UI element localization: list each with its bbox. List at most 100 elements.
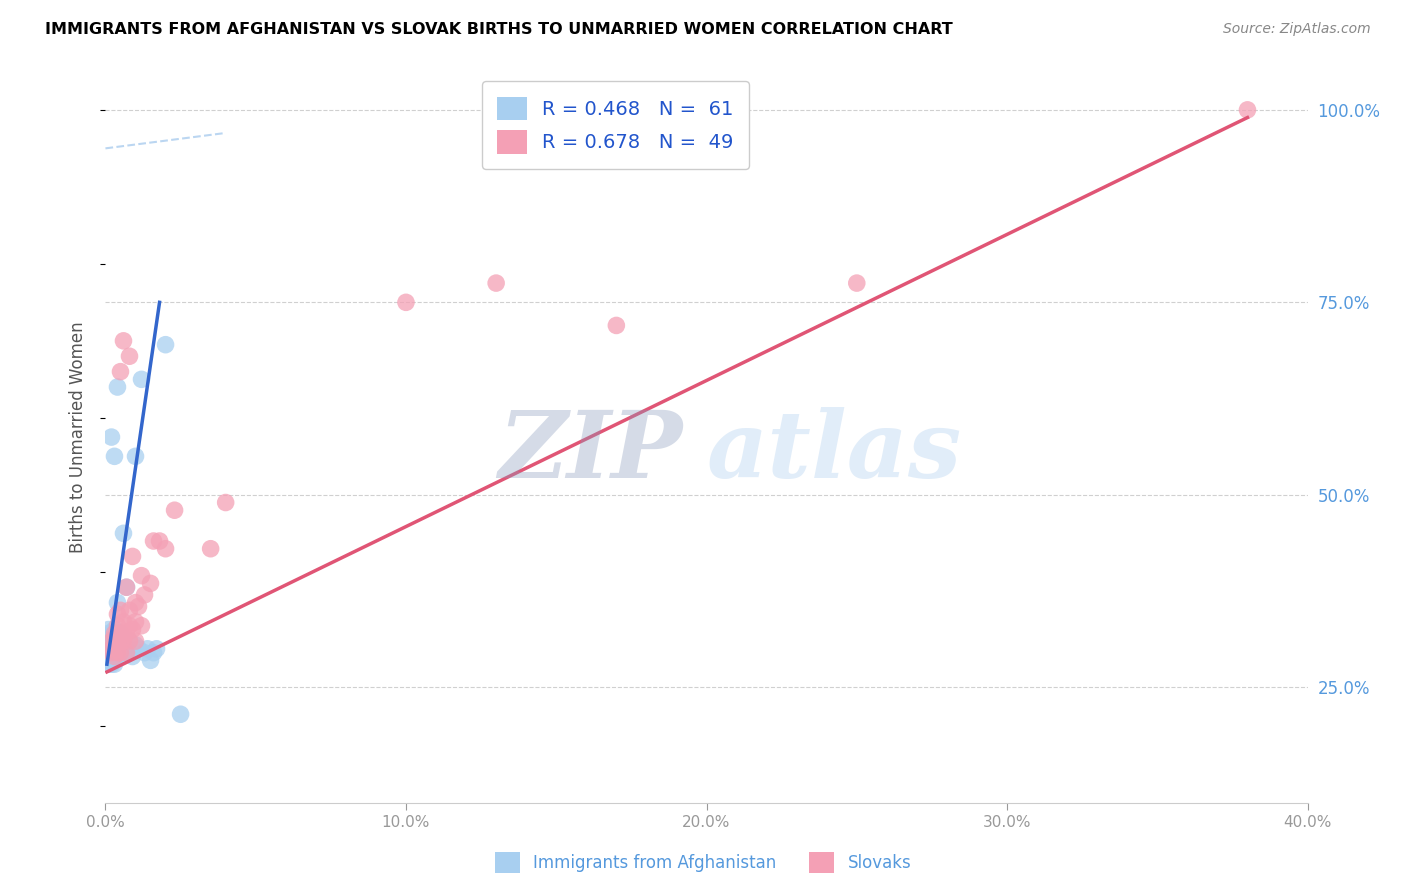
- Point: [142, 646, 165, 660]
- Point: [103, 626, 125, 640]
- Point: [155, 337, 177, 351]
- Point: [139, 576, 162, 591]
- Point: [103, 450, 125, 464]
- Point: [136, 641, 159, 656]
- Point: [100, 430, 122, 444]
- Point: [107, 607, 129, 622]
- Point: [131, 618, 153, 632]
- Point: [110, 634, 132, 648]
- Point: [139, 653, 162, 667]
- Point: [100, 646, 122, 660]
- Point: [97, 653, 120, 667]
- Point: [107, 618, 129, 632]
- Point: [124, 638, 146, 652]
- Y-axis label: Births to Unmarried Women: Births to Unmarried Women: [69, 321, 87, 553]
- Point: [107, 630, 129, 644]
- Point: [97, 657, 120, 672]
- Point: [107, 649, 129, 664]
- Point: [115, 626, 138, 640]
- Point: [128, 599, 150, 614]
- Point: [112, 526, 135, 541]
- Point: [97, 630, 120, 644]
- Point: [100, 641, 122, 656]
- Point: [100, 646, 122, 660]
- Point: [110, 626, 132, 640]
- Point: [118, 634, 141, 648]
- Point: [115, 646, 138, 660]
- Point: [110, 646, 132, 660]
- Point: [103, 638, 125, 652]
- Text: Source: ZipAtlas.com: Source: ZipAtlas.com: [1223, 22, 1371, 37]
- Point: [103, 630, 125, 644]
- Point: [103, 646, 125, 660]
- Point: [103, 657, 125, 672]
- Point: [110, 603, 132, 617]
- Point: [100, 657, 122, 672]
- Point: [118, 618, 141, 632]
- Point: [112, 634, 135, 648]
- Point: [134, 646, 156, 660]
- Point: [100, 641, 122, 656]
- Point: [103, 634, 125, 648]
- Point: [605, 318, 627, 333]
- Point: [845, 276, 868, 290]
- Point: [134, 588, 156, 602]
- Point: [100, 653, 122, 667]
- Point: [97, 638, 120, 652]
- Point: [124, 615, 146, 629]
- Point: [110, 634, 132, 648]
- Point: [118, 349, 141, 363]
- Point: [97, 641, 120, 656]
- Point: [142, 534, 165, 549]
- Point: [395, 295, 418, 310]
- Point: [121, 649, 143, 664]
- Point: [200, 541, 222, 556]
- Point: [112, 615, 135, 629]
- Point: [103, 638, 125, 652]
- Point: [107, 626, 129, 640]
- Point: [131, 372, 153, 386]
- Legend: Immigrants from Afghanistan, Slovaks: Immigrants from Afghanistan, Slovaks: [488, 846, 918, 880]
- Point: [100, 638, 122, 652]
- Point: [214, 495, 236, 509]
- Point: [169, 707, 191, 722]
- Text: atlas: atlas: [707, 407, 962, 497]
- Point: [103, 649, 125, 664]
- Point: [124, 450, 146, 464]
- Point: [115, 580, 138, 594]
- Point: [112, 634, 135, 648]
- Point: [103, 649, 125, 664]
- Point: [103, 630, 125, 644]
- Point: [100, 634, 122, 648]
- Point: [131, 568, 153, 582]
- Point: [121, 549, 143, 564]
- Point: [107, 646, 129, 660]
- Point: [103, 641, 125, 656]
- Point: [110, 626, 132, 640]
- Point: [148, 534, 170, 549]
- Point: [107, 634, 129, 648]
- Point: [97, 634, 120, 648]
- Point: [112, 641, 135, 656]
- Point: [145, 641, 167, 656]
- Point: [100, 649, 122, 664]
- Point: [110, 641, 132, 656]
- Legend: R = 0.468   N =  61, R = 0.678   N =  49: R = 0.468 N = 61, R = 0.678 N = 49: [482, 81, 749, 169]
- Point: [107, 646, 129, 660]
- Point: [118, 603, 141, 617]
- Point: [100, 626, 122, 640]
- Point: [124, 596, 146, 610]
- Point: [1236, 103, 1258, 117]
- Point: [100, 646, 122, 660]
- Point: [118, 634, 141, 648]
- Point: [128, 641, 150, 656]
- Point: [115, 646, 138, 660]
- Point: [100, 630, 122, 644]
- Point: [112, 626, 135, 640]
- Point: [121, 623, 143, 637]
- Point: [115, 580, 138, 594]
- Point: [163, 503, 186, 517]
- Point: [107, 626, 129, 640]
- Point: [97, 646, 120, 660]
- Point: [112, 334, 135, 348]
